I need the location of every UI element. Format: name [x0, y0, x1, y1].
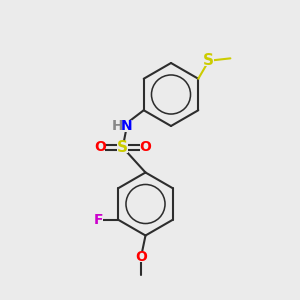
Text: S: S [117, 140, 128, 155]
Text: F: F [94, 213, 104, 227]
Text: O: O [94, 140, 106, 154]
FancyBboxPatch shape [94, 215, 103, 224]
Text: O: O [139, 140, 151, 154]
FancyBboxPatch shape [122, 120, 132, 131]
Text: H: H [112, 119, 124, 133]
FancyBboxPatch shape [95, 143, 105, 152]
FancyBboxPatch shape [107, 120, 124, 131]
FancyBboxPatch shape [140, 143, 150, 152]
Text: N: N [121, 119, 133, 133]
FancyBboxPatch shape [117, 142, 128, 152]
Text: S: S [203, 53, 214, 68]
FancyBboxPatch shape [203, 56, 214, 66]
FancyBboxPatch shape [136, 252, 146, 262]
Text: O: O [135, 250, 147, 264]
